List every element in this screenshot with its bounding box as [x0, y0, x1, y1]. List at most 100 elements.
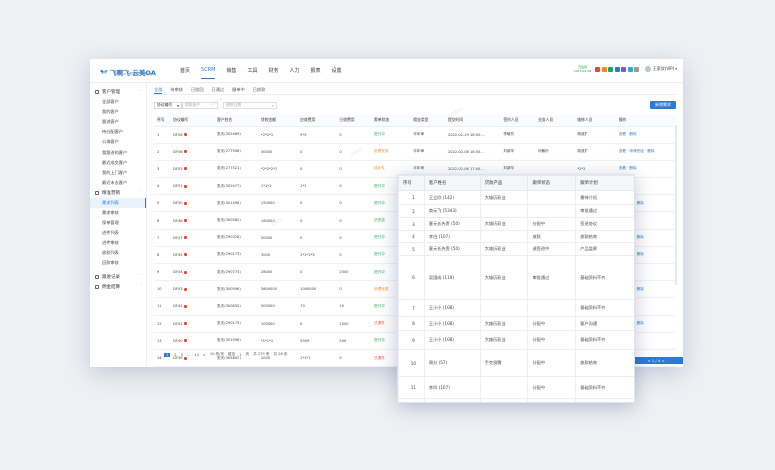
pager-item[interactable]: 10 条/页	[209, 352, 225, 356]
pager-item[interactable]: 3	[180, 352, 183, 357]
app-icon-orange[interactable]	[601, 66, 607, 72]
sidebar-item[interactable]: 回款审核	[102, 260, 119, 266]
tab[interactable]: 全部	[154, 87, 163, 94]
sidebar-item[interactable]: 进件列表	[102, 230, 119, 236]
tab[interactable]: 撤单中	[232, 87, 245, 92]
column-header[interactable]: 序号	[154, 115, 171, 127]
table-row[interactable]: 10 周分 (57) 手交投腾 分配中 放款结束	[398, 349, 634, 377]
table-cell: 2	[154, 143, 171, 161]
nav-item[interactable]: 设置	[331, 68, 342, 74]
sidebar-item[interactable]: 需求列表	[90, 197, 146, 208]
sidebar-item[interactable]: 待分配客户	[102, 129, 123, 135]
cell-text: 11	[157, 304, 162, 309]
sidebar-group-customers[interactable]: 客户管理 ˆ	[90, 87, 146, 97]
user-menu[interactable]: 王家欣(VIP) ▾	[644, 66, 677, 72]
search-input[interactable]: 搜索客户	[182, 101, 218, 109]
table-row[interactable]: 9 王小小 (108) 大雄历彩业 分配中 基础资料不齐	[398, 330, 634, 350]
table-row[interactable]: 2 商元飞 (5343) 审批通过	[398, 204, 634, 218]
nav-item[interactable]: 人力	[289, 68, 300, 74]
table-row[interactable]: 6 吴国成 (119) 大雄历彩业 审批通过 基础资料不齐	[398, 255, 634, 300]
column-header[interactable]: 需单状态	[371, 115, 411, 127]
sidebar-group-marketing[interactable]: 精准营销 ˆ	[90, 188, 146, 198]
sidebar-item[interactable]: 我的上门客户	[102, 169, 128, 175]
column-header[interactable]: 维修人员	[574, 115, 616, 127]
column-header[interactable]: 操作	[615, 115, 676, 127]
table-row[interactable]: 7 王小小 (108) 基础资料不齐	[398, 299, 634, 317]
pager-item[interactable]: 页	[245, 352, 250, 356]
sidebar-item[interactable]: 最近成交客户	[102, 159, 128, 165]
nav-item[interactable]: 销售	[226, 68, 237, 74]
app-icon-purple[interactable]	[621, 66, 627, 72]
column-header[interactable]: 协议编号	[170, 115, 215, 127]
sidebar-group-followup[interactable]: 跟进记录 ˇ	[90, 272, 146, 282]
pager-item[interactable]: 跳至	[228, 352, 236, 356]
column-header[interactable]: 应收费用	[297, 115, 337, 127]
pager-item[interactable]: 14	[194, 352, 199, 357]
table-cell: 晓晓晓晓 (100)	[423, 398, 481, 402]
table-row[interactable]: 3 客元长先责 (50) 大雄历彩业 分配中 签进协议	[398, 217, 634, 231]
column-header[interactable]: 贷款金额	[257, 115, 298, 127]
nav-item[interactable]: SCRM	[201, 67, 216, 79]
pager-item[interactable]: 1	[164, 352, 171, 357]
pager-item[interactable]: ...	[186, 352, 191, 357]
sidebar-item[interactable]: 全部客户	[102, 99, 119, 105]
column-header[interactable]: 签约人员	[500, 115, 535, 127]
tab[interactable]: 已放款	[252, 87, 266, 92]
table-row[interactable]: 2 DF56 张天(277506) 30000 0 0 处理完成 半年审 2022-02-08 …	[154, 143, 676, 161]
cell-text: 0	[339, 166, 342, 171]
field-select[interactable]: 协议编号 ▾	[154, 101, 182, 109]
pager-right[interactable]: < 1 / 4 >	[629, 357, 683, 364]
table-row[interactable]: 8 王小小 (108) 大雄历彩业 分配中 客户沟通	[398, 316, 634, 331]
table-row[interactable]: 3 DF55 张天(277521) *2*2*2*2 0 0 待补件 半年审 2022-02-0…	[154, 160, 676, 179]
pager-item[interactable]: 2	[174, 352, 177, 357]
sidebar-item[interactable]: 我跟进的客户	[102, 149, 128, 155]
pager-item[interactable]: >	[202, 352, 206, 357]
row-actions[interactable]: 查看 · 删除	[618, 132, 637, 137]
tab[interactable]: 待审核	[170, 87, 183, 92]
logo[interactable]: 飞啊飞·云美OA	[100, 65, 156, 78]
app-icon-blue[interactable]	[614, 66, 620, 72]
tab[interactable]: 已驳回	[190, 87, 204, 92]
nav-item[interactable]: 工具	[247, 68, 258, 74]
add-request-button[interactable]: 新增需求	[650, 101, 676, 109]
nav-item[interactable]: 首页	[180, 68, 191, 74]
app-icon-green[interactable]	[608, 66, 614, 72]
column-header[interactable]: 已收费用	[336, 115, 372, 127]
sidebar-group-commission[interactable]: 佣金结算 ˇ	[90, 282, 146, 292]
settings-icon[interactable]	[634, 66, 640, 72]
app-icon-cyan[interactable]	[627, 66, 633, 72]
table-row[interactable]: 5 客元长先责 (50) 大雄历彩业 退签进中 产品监察	[398, 242, 634, 256]
column-header[interactable]: 客户姓名	[214, 115, 258, 127]
sidebar-item[interactable]: 最近未去客户	[102, 179, 128, 185]
app-icon-red[interactable]	[595, 66, 601, 72]
row-actions[interactable]: 查看 · 删除	[618, 166, 637, 171]
row-actions[interactable]: 查看 · 申请完结 · 删除	[618, 149, 655, 154]
table-row[interactable]: 1 王立欣 (142) 大雄历彩业 需待介绍	[398, 190, 634, 205]
pager-item[interactable]: 共 28 页	[273, 352, 288, 356]
column-header[interactable]: 业务人员	[535, 115, 575, 127]
table-scrollbar[interactable]	[675, 125, 677, 285]
sidebar-item[interactable]: 我的客户	[102, 109, 119, 115]
column-header[interactable]: 提交时间	[444, 115, 501, 127]
pager-item[interactable]: 共 279 条	[253, 352, 270, 356]
table-row[interactable]: 11 李凹 (107) 分配中 基础资料不齐	[398, 376, 634, 399]
table-cell: 基础资料不齐	[575, 376, 634, 399]
nav-item[interactable]: 报表	[310, 68, 321, 74]
table-cell: 0	[336, 349, 372, 368]
sidebar-item[interactable]: 放款列表	[102, 250, 119, 256]
sidebar-item[interactable]: 公海客户	[102, 139, 119, 145]
date-input[interactable]: 放款日期 ⌕	[223, 101, 277, 109]
sidebar-item[interactable]: 保单管理	[102, 220, 119, 226]
table-row[interactable]: 4 李白 (107) 放款 放款结束	[398, 230, 634, 243]
sidebar-item[interactable]: 进件审核	[102, 240, 119, 246]
nav-item[interactable]: 财务	[268, 68, 279, 74]
table-cell: 大雄历彩业	[479, 217, 529, 231]
sidebar-item[interactable]: 跟进客户	[102, 119, 119, 125]
table-row[interactable]: 1 DF56 张天(305489) *2*2*1 5*5 0 进行中 半年审 2022-02-1…	[154, 126, 676, 144]
column-header[interactable]: 佣金类型	[410, 115, 445, 127]
table-cell: 70	[297, 297, 337, 316]
tab[interactable]: 已通过	[211, 87, 225, 92]
pager-item[interactable]: 1	[239, 352, 242, 357]
sidebar-item[interactable]: 需求审核	[102, 209, 119, 215]
